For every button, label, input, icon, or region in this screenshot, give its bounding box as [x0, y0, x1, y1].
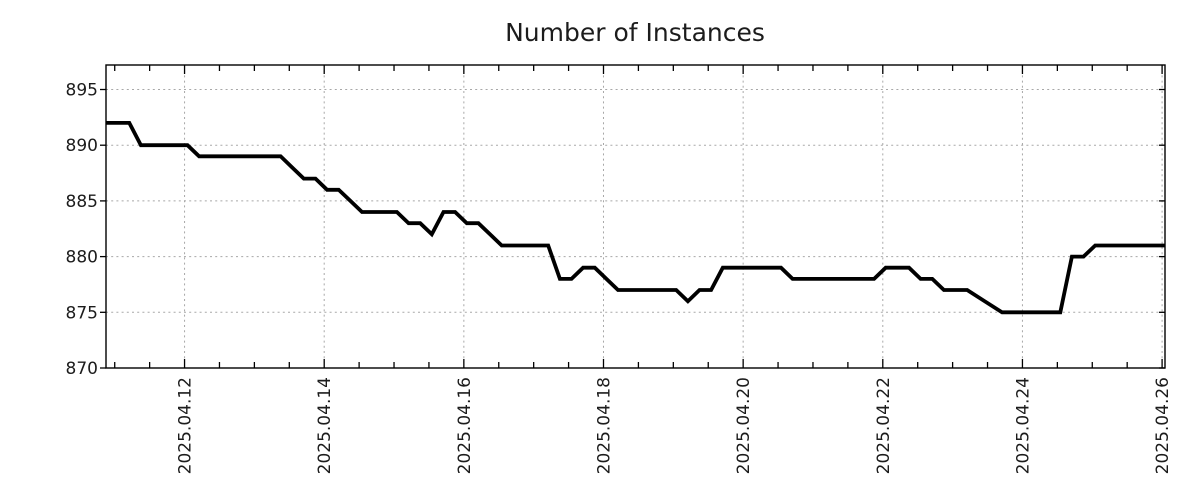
- x-tick-label: 2025.04.18: [594, 377, 614, 474]
- chart-title: Number of Instances: [505, 18, 765, 47]
- x-tick-label: 2025.04.26: [1153, 377, 1173, 474]
- axis-ticks: [100, 65, 1165, 369]
- x-tick-label: 2025.04.14: [315, 377, 335, 474]
- y-tick-label: 870: [66, 359, 98, 379]
- axis-labels: 870 875 880 885 890 895 2025.04.12 2025.04.14 20…: [66, 80, 1174, 474]
- y-tick-label: 890: [66, 136, 98, 156]
- x-tick-label: 2025.04.22: [874, 377, 894, 474]
- x-tick-label: 2025.04.24: [1013, 377, 1033, 474]
- y-tick-label: 875: [66, 303, 98, 323]
- y-tick-label: 880: [66, 248, 98, 268]
- plot-border: [105, 64, 1166, 369]
- x-tick-label: 2025.04.20: [734, 377, 754, 474]
- x-tick-label: 2025.04.16: [455, 377, 475, 474]
- grid-lines: [106, 65, 1165, 368]
- y-tick-label: 885: [66, 192, 98, 212]
- series-line-instances: [106, 121, 1165, 315]
- y-tick-label: 895: [66, 80, 98, 100]
- x-tick-label: 2025.04.12: [176, 377, 196, 474]
